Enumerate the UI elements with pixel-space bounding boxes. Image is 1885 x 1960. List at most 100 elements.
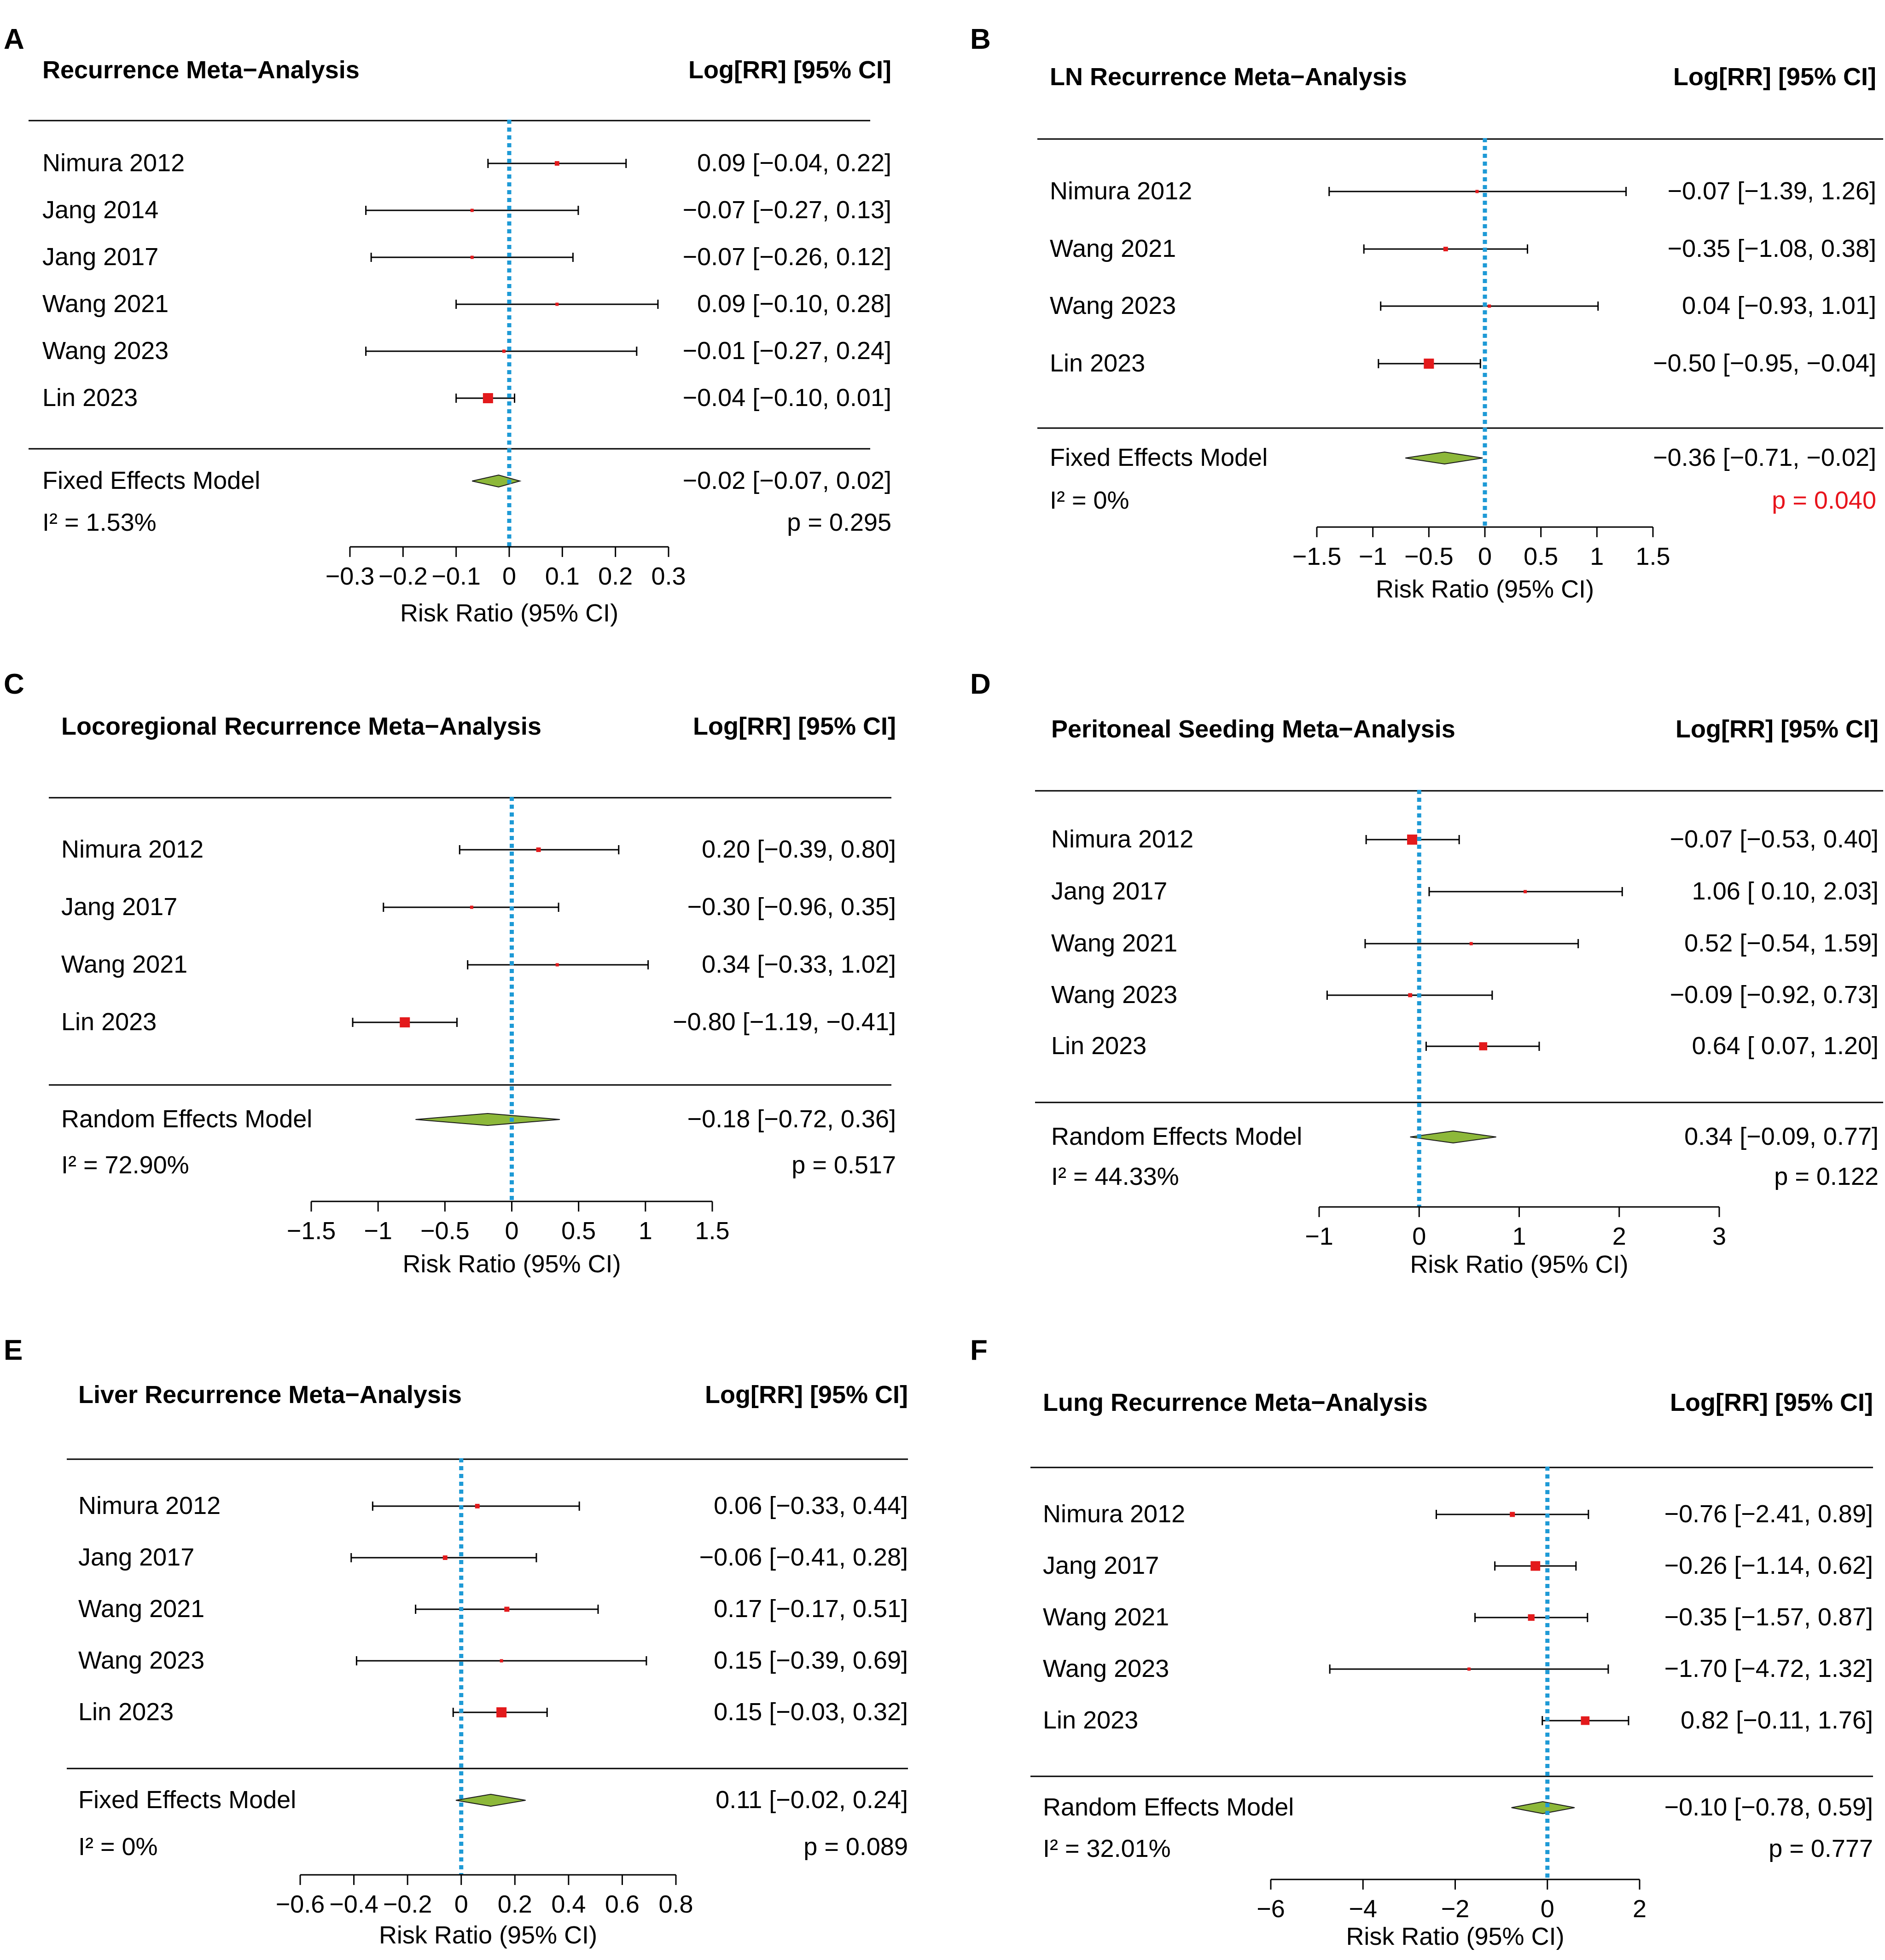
study-point-estimate xyxy=(1479,1042,1488,1050)
x-tick-label: 0.1 xyxy=(545,562,580,590)
x-tick-label: 0 xyxy=(454,1890,468,1918)
study-estimate-label: −0.30 [−0.96, 0.35] xyxy=(687,893,896,921)
estimate-column-header: Log[RR] [95% CI] xyxy=(1670,1389,1873,1416)
study-label: Nimura 2012 xyxy=(42,149,185,177)
heterogeneity-label: I² = 1.53% xyxy=(42,509,157,536)
study-point-estimate xyxy=(1528,1614,1535,1621)
x-tick-label: −1 xyxy=(364,1217,392,1245)
study-point-estimate xyxy=(475,1504,480,1508)
study-point-estimate xyxy=(470,905,473,909)
study-point-estimate xyxy=(536,847,541,852)
panel-title: LN Recurrence Meta−Analysis xyxy=(1050,63,1407,91)
heterogeneity-label: I² = 72.90% xyxy=(61,1151,189,1179)
x-tick-label: 1.5 xyxy=(695,1217,729,1245)
x-tick-label: 0.5 xyxy=(561,1217,596,1245)
summary-estimate-label: 0.34 [−0.09, 0.77] xyxy=(1684,1123,1879,1150)
study-estimate-label: −0.04 [−0.10, 0.01] xyxy=(683,384,891,412)
p-value-label: p = 0.517 xyxy=(791,1151,896,1179)
panel-letter: C xyxy=(4,668,24,700)
summary-model-label: Random Effects Model xyxy=(1051,1123,1302,1150)
study-label: Jang 2017 xyxy=(1051,877,1167,905)
estimate-column-header: Log[RR] [95% CI] xyxy=(705,1381,908,1409)
study-label: Jang 2017 xyxy=(78,1543,194,1571)
study-point-estimate xyxy=(442,1555,448,1560)
forest-panel-c: C Locoregional Recurrence Meta−Analysis Lo… xyxy=(4,668,896,1278)
study-estimate-label: −0.80 [−1.19, −0.41] xyxy=(673,1008,896,1036)
x-tick-label: 1 xyxy=(639,1217,652,1245)
x-axis-title: Risk Ratio (95% CI) xyxy=(1346,1923,1564,1950)
x-tick-label: 0.6 xyxy=(605,1890,640,1918)
x-tick-label: −0.5 xyxy=(1404,543,1454,570)
study-point-estimate xyxy=(470,255,474,259)
study-estimate-label: 0.82 [−0.11, 1.76] xyxy=(1681,1706,1873,1734)
study-point-estimate xyxy=(1443,247,1448,251)
x-tick-label: 0 xyxy=(502,562,516,590)
study-estimate-label: −0.01 [−0.27, 0.24] xyxy=(683,337,891,365)
summary-model-label: Fixed Effects Model xyxy=(78,1786,296,1814)
x-tick-label: 0 xyxy=(505,1217,518,1245)
study-point-estimate xyxy=(504,1606,510,1612)
study-label: Nimura 2012 xyxy=(1051,825,1193,853)
study-label: Nimura 2012 xyxy=(61,835,204,863)
x-axis-title: Risk Ratio (95% CI) xyxy=(400,599,618,627)
summary-model-label: Fixed Effects Model xyxy=(42,467,260,494)
study-label: Jang 2014 xyxy=(42,196,158,224)
panel-letter: D xyxy=(970,668,991,700)
forest-panel-a: A Recurrence Meta−Analysis Log[RR] [95% CI… xyxy=(4,23,891,627)
study-point-estimate xyxy=(1469,942,1473,945)
study-estimate-label: −0.35 [−1.08, 0.38] xyxy=(1668,235,1876,262)
x-tick-label: −0.3 xyxy=(326,562,375,590)
study-estimate-label: −0.09 [−0.92, 0.73] xyxy=(1670,981,1879,1009)
x-tick-label: −1.5 xyxy=(1292,543,1342,570)
study-estimate-label: 0.15 [−0.03, 0.32] xyxy=(714,1698,908,1726)
study-label: Wang 2023 xyxy=(42,337,169,365)
p-value-label: p = 0.777 xyxy=(1769,1835,1873,1862)
study-label: Lin 2023 xyxy=(78,1698,174,1726)
x-tick-label: −6 xyxy=(1257,1895,1285,1923)
study-estimate-label: −0.07 [−1.39, 1.26] xyxy=(1668,177,1876,205)
summary-diamond xyxy=(1410,1130,1496,1144)
summary-estimate-label: −0.02 [−0.07, 0.02] xyxy=(683,467,891,494)
p-value-label: p = 0.089 xyxy=(803,1833,908,1861)
estimate-column-header: Log[RR] [95% CI] xyxy=(693,713,896,740)
x-tick-label: −0.5 xyxy=(420,1217,470,1245)
study-point-estimate xyxy=(1581,1716,1590,1725)
summary-model-label: Random Effects Model xyxy=(1043,1793,1294,1821)
study-estimate-label: 0.64 [ 0.07, 1.20] xyxy=(1692,1032,1879,1060)
study-estimate-label: −0.07 [−0.27, 0.13] xyxy=(683,196,891,224)
study-estimate-label: 0.15 [−0.39, 0.69] xyxy=(714,1647,908,1674)
panel-title: Recurrence Meta−Analysis xyxy=(42,56,360,84)
study-point-estimate xyxy=(470,209,474,212)
study-estimate-label: 0.20 [−0.39, 0.80] xyxy=(702,835,896,863)
estimate-column-header: Log[RR] [95% CI] xyxy=(688,56,891,84)
p-value-label: p = 0.122 xyxy=(1774,1163,1879,1190)
estimate-column-header: Log[RR] [95% CI] xyxy=(1676,715,1879,743)
heterogeneity-label: I² = 0% xyxy=(1050,487,1129,514)
study-estimate-label: −0.06 [−0.41, 0.28] xyxy=(699,1543,908,1571)
x-tick-label: −1.5 xyxy=(287,1217,336,1245)
study-point-estimate xyxy=(555,302,559,306)
study-label: Lin 2023 xyxy=(1051,1032,1146,1060)
study-label: Wang 2021 xyxy=(42,290,169,318)
forest-panel-e: E Liver Recurrence Meta−Analysis Log[RR] [… xyxy=(4,1334,908,1949)
study-estimate-label: −0.07 [−0.53, 0.40] xyxy=(1670,825,1879,853)
summary-diamond xyxy=(1511,1801,1575,1815)
heterogeneity-label: I² = 44.33% xyxy=(1051,1163,1179,1190)
study-estimate-label: 0.34 [−0.33, 1.02] xyxy=(702,951,896,978)
x-tick-label: −2 xyxy=(1441,1895,1470,1923)
summary-estimate-label: −0.36 [−0.71, −0.02] xyxy=(1653,444,1876,471)
study-label: Wang 2023 xyxy=(1043,1655,1169,1682)
study-label: Lin 2023 xyxy=(1050,349,1145,377)
panel-title: Peritoneal Seeding Meta−Analysis xyxy=(1051,715,1455,743)
study-estimate-label: −0.35 [−1.57, 0.87] xyxy=(1664,1603,1873,1631)
study-point-estimate xyxy=(1530,1561,1541,1571)
heterogeneity-label: I² = 32.01% xyxy=(1043,1835,1171,1862)
study-point-estimate xyxy=(554,161,559,166)
x-tick-label: −1 xyxy=(1305,1223,1333,1250)
study-estimate-label: 0.17 [−0.17, 0.51] xyxy=(714,1595,908,1623)
study-estimate-label: 0.04 [−0.93, 1.01] xyxy=(1682,292,1876,319)
study-estimate-label: −0.50 [−0.95, −0.04] xyxy=(1653,349,1876,377)
x-tick-label: 1 xyxy=(1590,543,1604,570)
study-point-estimate xyxy=(1510,1512,1515,1517)
study-estimate-label: 0.09 [−0.10, 0.28] xyxy=(697,290,891,318)
